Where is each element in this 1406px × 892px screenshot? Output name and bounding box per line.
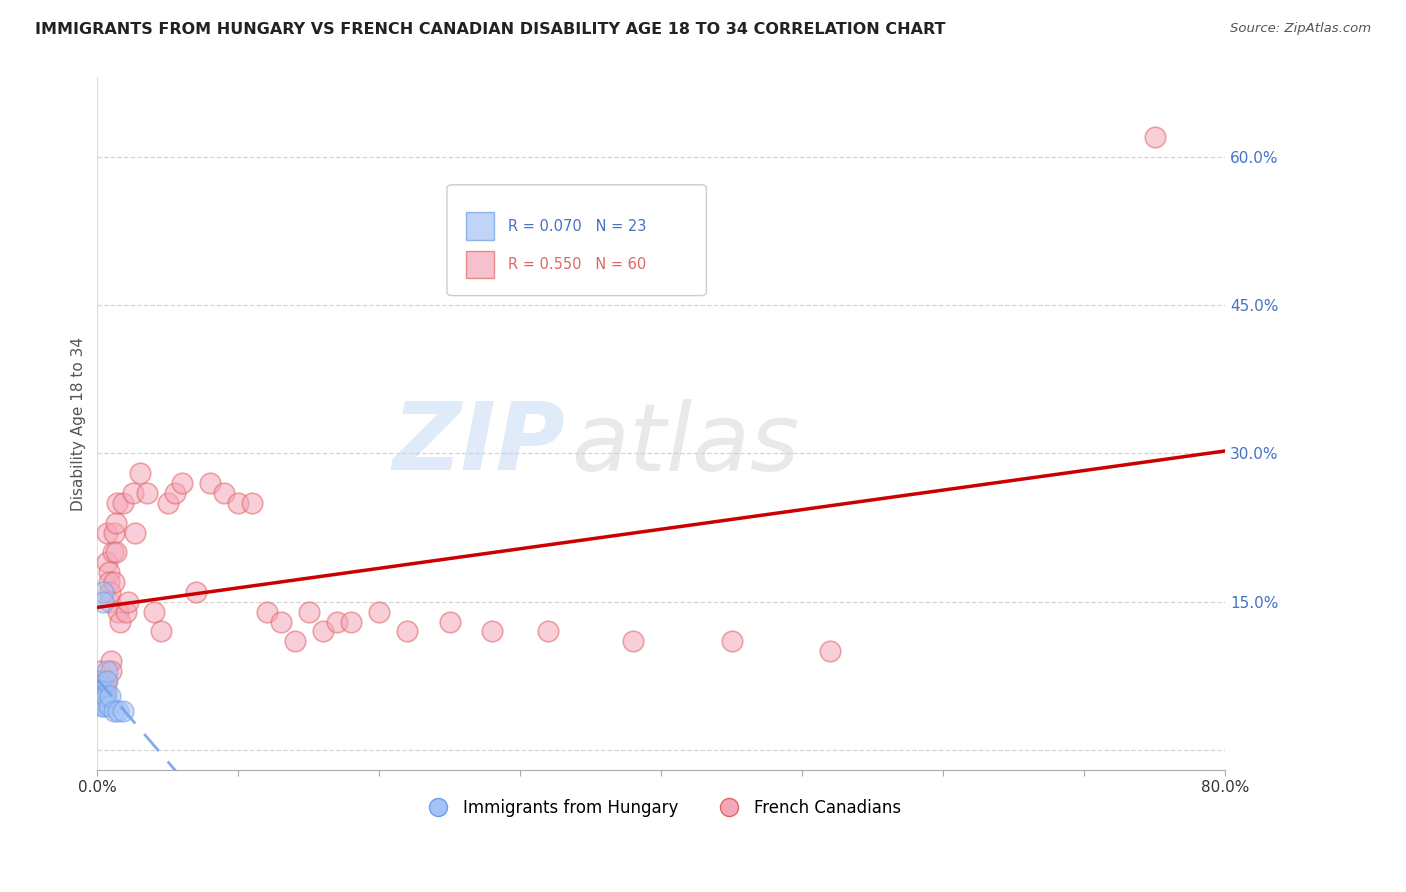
- Point: [97, 698, 120, 713]
- Point: [87, 673, 110, 688]
- Point: [97, 574, 120, 589]
- Text: R = 0.550   N = 60: R = 0.550 N = 60: [508, 257, 647, 272]
- Y-axis label: Disability Age 18 to 34: Disability Age 18 to 34: [72, 336, 86, 511]
- Point: [1143, 129, 1166, 144]
- Point: [368, 605, 391, 619]
- Point: [242, 496, 264, 510]
- Point: [284, 634, 307, 648]
- Point: [820, 644, 842, 658]
- Point: [105, 496, 128, 510]
- Point: [121, 486, 143, 500]
- Point: [87, 683, 110, 698]
- Point: [340, 615, 363, 629]
- Point: [107, 605, 129, 619]
- Point: [228, 496, 250, 510]
- Bar: [467, 251, 495, 278]
- Point: [93, 694, 115, 708]
- Point: [156, 496, 179, 510]
- Point: [170, 476, 193, 491]
- Point: [537, 624, 560, 639]
- Point: [89, 689, 111, 703]
- Text: Source: ZipAtlas.com: Source: ZipAtlas.com: [1230, 22, 1371, 36]
- Point: [98, 595, 121, 609]
- Point: [98, 585, 121, 599]
- Point: [142, 605, 165, 619]
- Point: [96, 555, 118, 569]
- Point: [107, 704, 129, 718]
- Point: [87, 673, 110, 688]
- Point: [124, 525, 146, 540]
- Point: [90, 696, 112, 710]
- Point: [184, 585, 207, 599]
- Point: [439, 615, 461, 629]
- Point: [103, 704, 125, 718]
- Point: [103, 525, 125, 540]
- Point: [108, 615, 131, 629]
- Point: [256, 605, 278, 619]
- Legend: Immigrants from Hungary, French Canadians: Immigrants from Hungary, French Canadian…: [415, 793, 907, 824]
- Point: [91, 683, 114, 698]
- Point: [163, 486, 186, 500]
- Point: [89, 679, 111, 693]
- Point: [94, 683, 117, 698]
- Text: R = 0.070   N = 23: R = 0.070 N = 23: [508, 219, 647, 234]
- Point: [100, 654, 122, 668]
- Point: [89, 664, 111, 678]
- Point: [198, 476, 221, 491]
- Bar: [467, 212, 495, 240]
- Point: [90, 698, 112, 713]
- Point: [91, 585, 114, 599]
- Point: [621, 634, 644, 648]
- FancyBboxPatch shape: [447, 185, 706, 295]
- Point: [111, 496, 134, 510]
- Point: [103, 574, 125, 589]
- Point: [97, 565, 120, 579]
- Point: [104, 545, 127, 559]
- Text: IMMIGRANTS FROM HUNGARY VS FRENCH CANADIAN DISABILITY AGE 18 TO 34 CORRELATION C: IMMIGRANTS FROM HUNGARY VS FRENCH CANADI…: [35, 22, 946, 37]
- Point: [270, 615, 292, 629]
- Point: [89, 679, 111, 693]
- Point: [135, 486, 157, 500]
- Point: [91, 689, 114, 703]
- Point: [312, 624, 335, 639]
- Text: ZIP: ZIP: [392, 399, 565, 491]
- Point: [101, 545, 124, 559]
- Point: [93, 689, 115, 703]
- Point: [149, 624, 172, 639]
- Point: [98, 689, 121, 703]
- Point: [96, 664, 118, 678]
- Point: [93, 679, 115, 693]
- Point: [128, 466, 150, 480]
- Point: [91, 595, 114, 609]
- Point: [94, 689, 117, 703]
- Text: atlas: atlas: [571, 399, 799, 490]
- Point: [481, 624, 503, 639]
- Point: [114, 605, 136, 619]
- Point: [93, 689, 115, 703]
- Point: [96, 673, 118, 688]
- Point: [93, 698, 115, 713]
- Point: [111, 704, 134, 718]
- Point: [87, 689, 110, 703]
- Point: [396, 624, 419, 639]
- Point: [298, 605, 321, 619]
- Point: [89, 694, 111, 708]
- Point: [100, 664, 122, 678]
- Point: [212, 486, 235, 500]
- Point: [96, 525, 118, 540]
- Point: [720, 634, 742, 648]
- Point: [326, 615, 349, 629]
- Point: [94, 673, 117, 688]
- Point: [104, 516, 127, 530]
- Point: [90, 673, 112, 688]
- Point: [117, 595, 139, 609]
- Point: [90, 694, 112, 708]
- Point: [90, 683, 112, 698]
- Point: [89, 683, 111, 698]
